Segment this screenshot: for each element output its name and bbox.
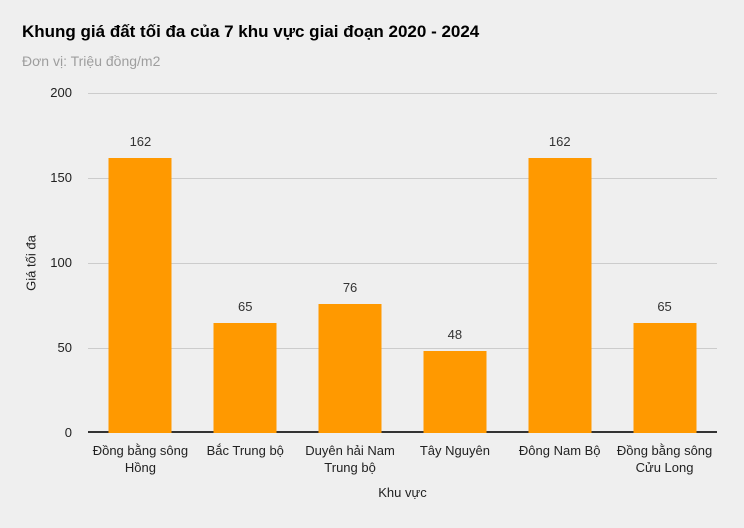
gridline: [88, 262, 717, 264]
category-label: Đồng bằng sông Cửu Long: [616, 443, 713, 475]
gridline: [88, 177, 717, 179]
category-label: Đồng bằng sông Hồng: [92, 443, 189, 475]
bar-value-label: 65: [657, 298, 672, 314]
y-tick-label: 0: [64, 425, 72, 440]
bar-group: 65: [193, 93, 298, 433]
chart-subtitle: Đơn vị: Triệu đồng/m2: [22, 53, 161, 69]
x-axis-title: Khu vực: [378, 485, 427, 500]
plot-area: 162 65 76 48 162 65: [88, 92, 717, 433]
chart-title: Khung giá đất tối đa của 7 khu vực giai …: [22, 22, 480, 41]
category-label: Bắc Trung bộ: [206, 443, 284, 458]
bar[interactable]: [528, 157, 592, 433]
bar[interactable]: [318, 303, 382, 433]
bar-value-label: 162: [129, 133, 152, 149]
bar-group: 65: [612, 93, 717, 433]
y-tick-label: 50: [57, 340, 72, 355]
y-axis-tick-labels: 0 50 100 150 200: [0, 85, 80, 440]
bar[interactable]: [213, 322, 277, 433]
bar[interactable]: [108, 157, 172, 433]
bar-group: 48: [402, 93, 507, 433]
category-label: Duyên hải Nam Trung bộ: [305, 443, 395, 475]
bar-value-label: 48: [447, 327, 463, 343]
gridline: [88, 92, 717, 94]
bar-group: 76: [298, 93, 403, 433]
category-label: Đông Nam Bộ: [518, 443, 601, 458]
y-tick-label: 150: [50, 170, 72, 185]
bar[interactable]: [423, 351, 487, 433]
bar[interactable]: [633, 322, 697, 433]
bar-group: 162: [88, 93, 193, 433]
bar-group: 162: [507, 93, 612, 433]
bar-value-label: 76: [342, 279, 358, 295]
bar-value-label: 65: [238, 298, 253, 314]
bar-value-label: 162: [548, 133, 571, 149]
y-tick-label: 100: [50, 255, 72, 270]
category-label: Tây Nguyên: [419, 443, 490, 458]
x-axis-category-labels: Đồng bằng sông Hồng Bắc Trung bộ Duyên hải…: [88, 442, 717, 476]
bar-series: 162 65 76 48 162 65: [88, 93, 717, 433]
gridline: [88, 347, 717, 349]
x-axis-baseline: [88, 431, 717, 433]
y-tick-label: 200: [50, 85, 72, 100]
